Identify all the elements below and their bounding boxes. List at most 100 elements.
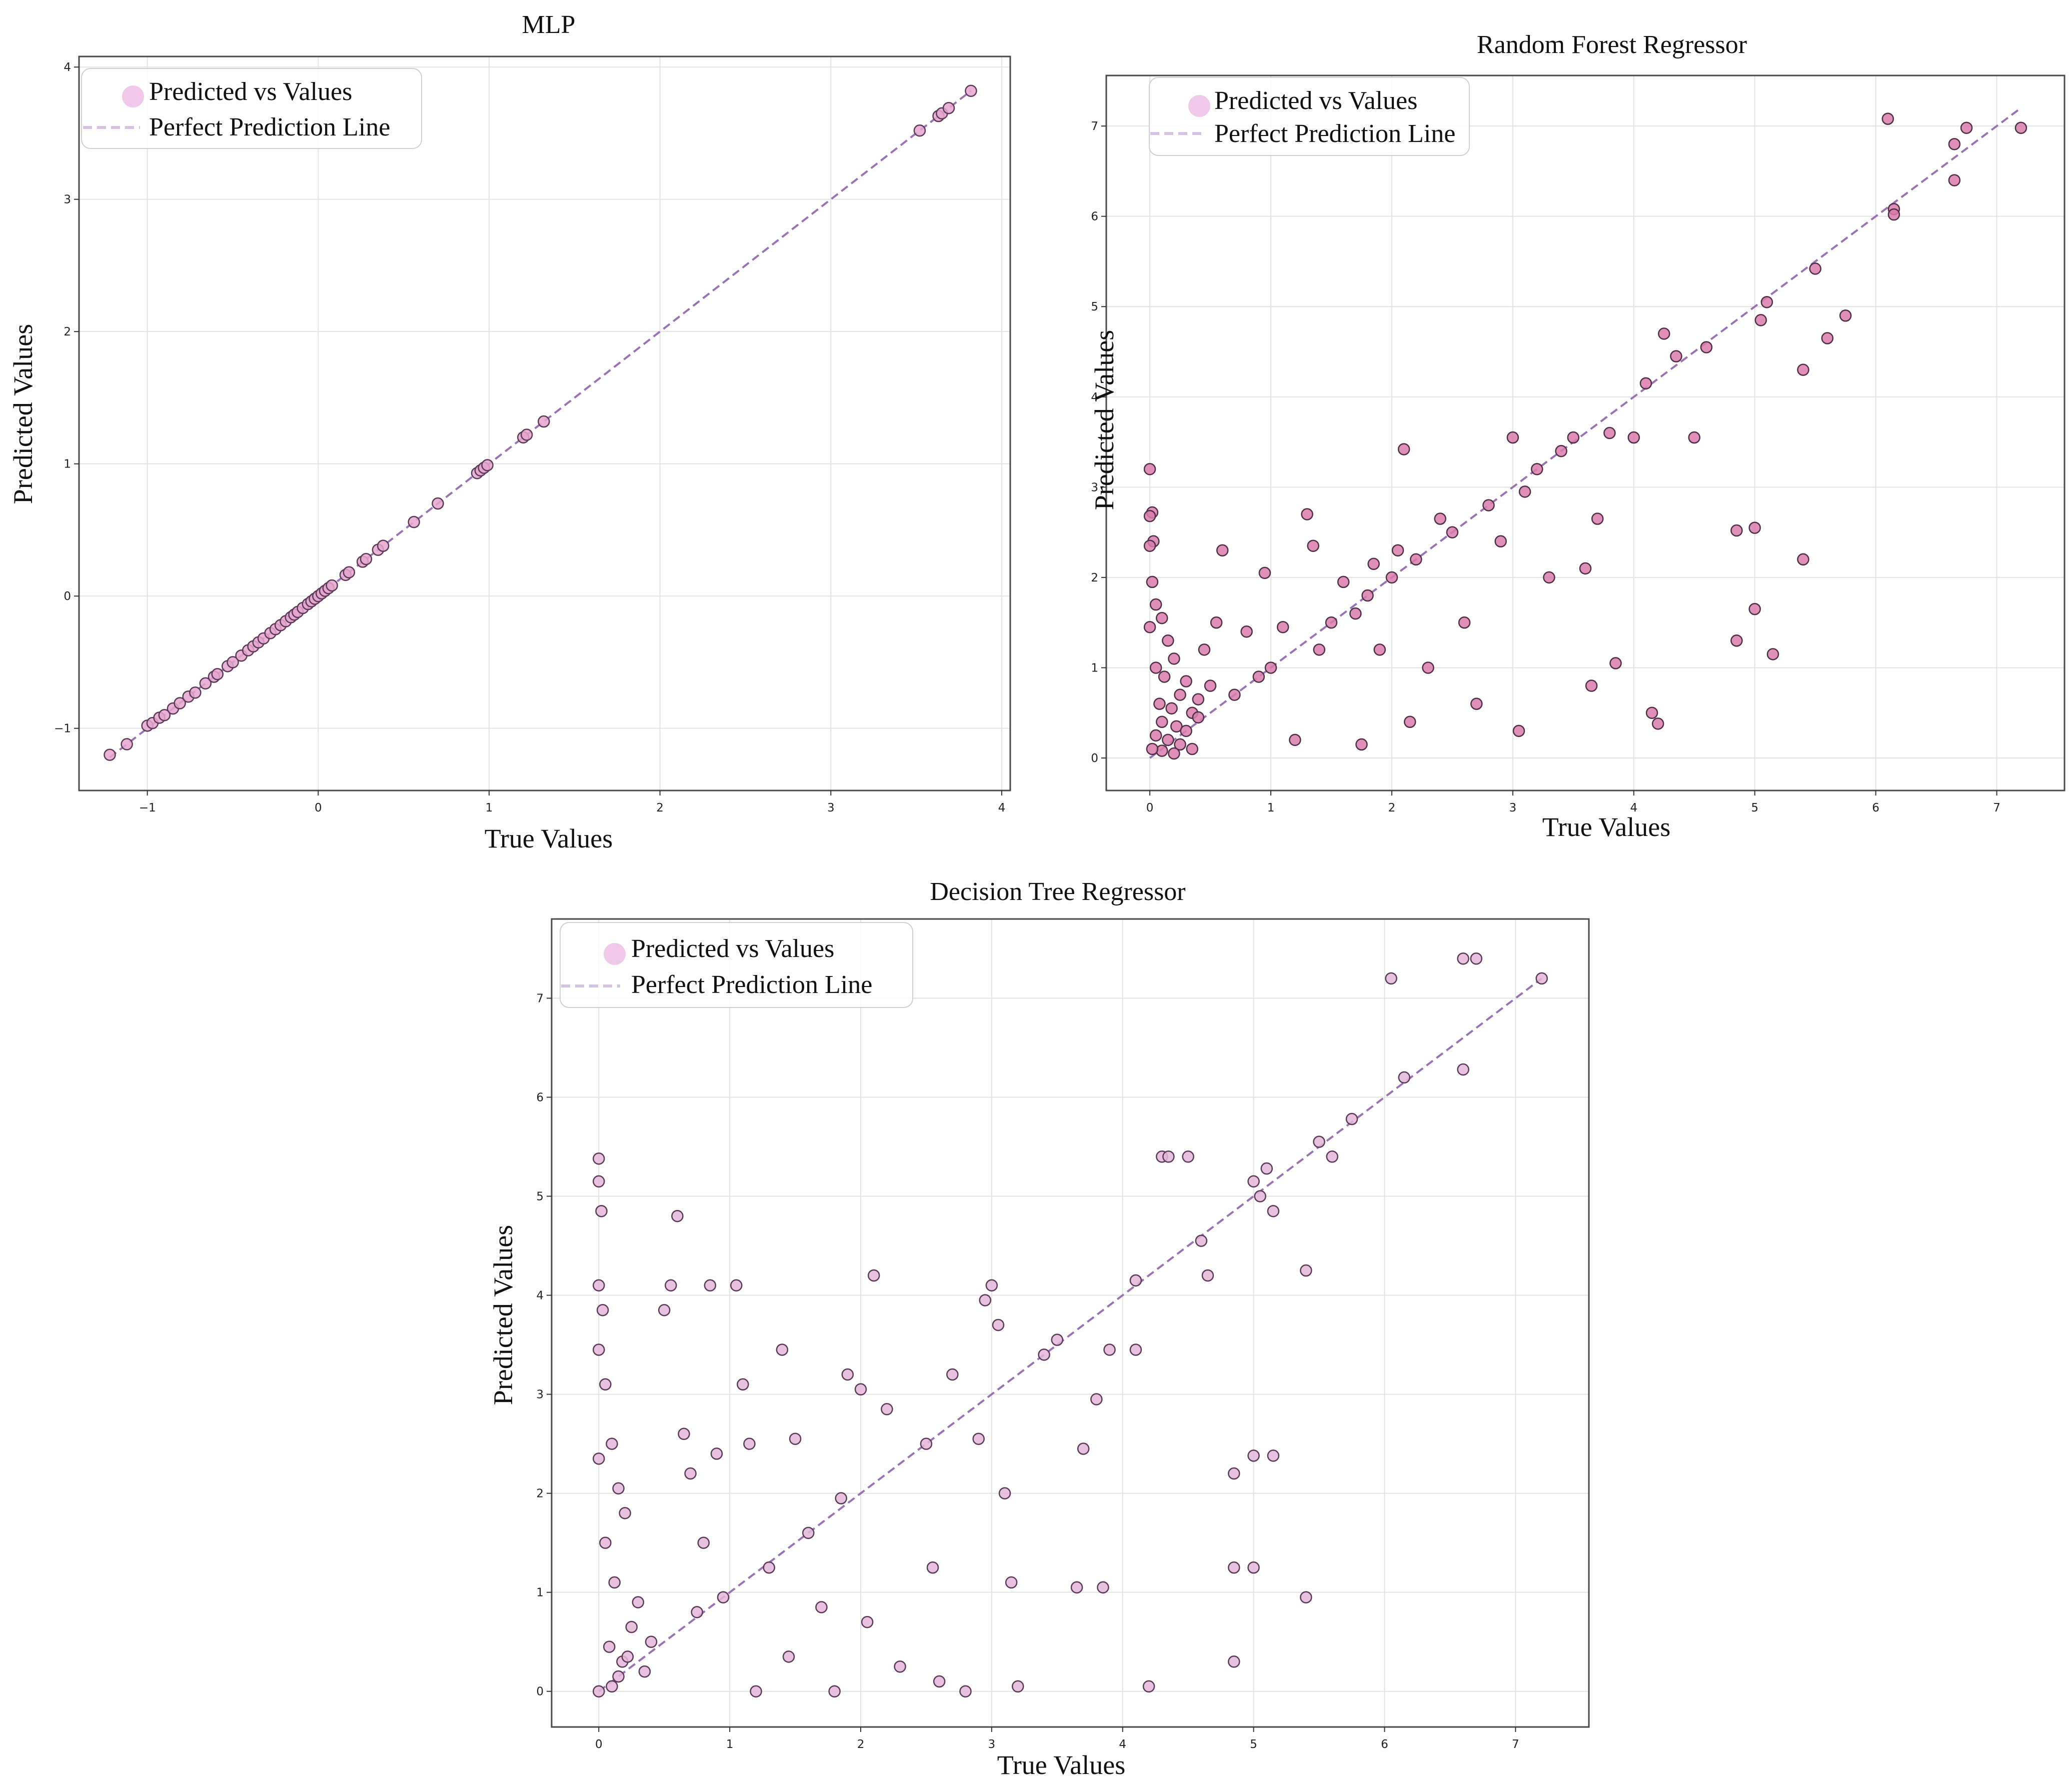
scatter-point — [619, 1506, 631, 1520]
y-tick-label: 2 — [1091, 572, 1098, 584]
scatter-point — [965, 84, 977, 98]
chart-title: Random Forest Regressor — [1477, 30, 1747, 59]
scatter-point — [1651, 718, 1664, 730]
legend-label-line: Perfect Prediction Line — [149, 113, 390, 142]
scatter-point — [377, 540, 390, 552]
scatter-point — [593, 1175, 605, 1188]
scatter-point — [1247, 1175, 1260, 1188]
scatter-point — [227, 656, 239, 668]
x-tick-label: −1 — [139, 802, 156, 814]
scatter-point — [1948, 138, 1961, 150]
x-tick-labels: −1 0 1 2 3 4 — [139, 790, 1006, 814]
scatter-point — [638, 1665, 651, 1678]
scatter-point — [1129, 1344, 1142, 1356]
scatter-point — [174, 697, 186, 710]
scatter-point — [1192, 711, 1205, 724]
x-tick-label: 5 — [1250, 1738, 1257, 1751]
scatter-point — [1821, 332, 1834, 344]
scatter-point — [678, 1428, 690, 1440]
scatter-point — [1446, 526, 1459, 538]
scatter-point — [920, 1438, 933, 1450]
scatter-point — [710, 1448, 723, 1460]
y-tick-label: 5 — [536, 1190, 544, 1204]
scatter-point — [1307, 540, 1319, 552]
scatter-point — [625, 1620, 638, 1634]
plot-frame — [78, 56, 1011, 792]
scatter-point — [1143, 510, 1156, 522]
scatter-point — [782, 1650, 795, 1663]
scatter-point — [1748, 602, 1761, 616]
scatter-point — [1385, 571, 1398, 584]
scatter-point — [1146, 742, 1159, 756]
x-tick-label: 0 — [1146, 802, 1154, 814]
scatter-point — [608, 1576, 621, 1589]
plot-frame — [1105, 74, 2065, 792]
scatter-point — [1470, 698, 1483, 710]
scatter-point — [1186, 742, 1199, 756]
x-tick-label: 3 — [1509, 802, 1517, 814]
scatter-point — [1506, 431, 1519, 444]
scatter-point — [1198, 644, 1211, 656]
scatter-point — [1535, 972, 1548, 985]
x-tick-label: 1 — [486, 802, 493, 814]
scatter-point — [432, 497, 444, 510]
scatter-point — [946, 1368, 959, 1381]
grid-lines — [79, 56, 1010, 790]
scatter-point — [104, 748, 116, 761]
scatter-point — [1180, 724, 1192, 738]
y-tick-label: 3 — [64, 194, 71, 206]
scatter-points — [593, 952, 1548, 1698]
scatter-point — [1766, 648, 1779, 660]
y-tick-label: 5 — [1091, 300, 1098, 314]
scatter-point — [1051, 1334, 1064, 1346]
scatter-point — [408, 516, 420, 528]
scatter-point — [933, 1675, 946, 1688]
scatter-point — [1579, 562, 1592, 575]
x-tick-labels: 0 1 2 3 4 5 6 7 — [1146, 790, 2000, 814]
scatter-point — [1494, 535, 1507, 548]
scatter-point — [691, 1606, 703, 1618]
legend-label-line: Perfect Prediction Line — [1214, 120, 1455, 148]
scatter-point — [998, 1487, 1011, 1500]
x-tick-label: 4 — [998, 802, 1006, 814]
scatter-point — [835, 1492, 847, 1504]
x-tick-label: 2 — [857, 1738, 865, 1751]
x-tick-label: 1 — [726, 1738, 734, 1751]
legend-marker-points — [1188, 95, 1210, 117]
x-tick-label: 2 — [656, 802, 664, 814]
scatter-point — [621, 1650, 634, 1663]
scatter-point — [1090, 1393, 1103, 1406]
y-tick-label: 3 — [536, 1388, 544, 1402]
x-tick-label: 3 — [988, 1738, 996, 1751]
scatter-point — [1300, 1591, 1312, 1604]
scatter-point — [1457, 1063, 1469, 1076]
scatter-point — [861, 1616, 874, 1628]
scatter-point — [1174, 688, 1186, 701]
panel-mlp: MLP −1 0 1 2 3 4 −1 0 1 2 3 4 True Values Predicte… — [8, 10, 1011, 854]
scatter-point — [1267, 1204, 1280, 1218]
scatter-point — [599, 1378, 612, 1391]
scatter-point — [671, 1210, 684, 1222]
scatter-point — [1195, 1234, 1208, 1247]
scatter-point — [1228, 688, 1241, 701]
scatter-point — [763, 1561, 775, 1574]
scatter-point — [520, 428, 533, 441]
scatter-point — [1839, 310, 1852, 322]
scatter-point — [1639, 377, 1652, 390]
scatter-point — [1361, 589, 1374, 602]
scatter-point — [1410, 553, 1422, 566]
scatter-point — [1325, 616, 1338, 629]
y-tick-label: 6 — [536, 1091, 544, 1104]
panel-random-forest: Random Forest Regressor 0 1 2 3 4 5 6 7 0 1 2 3 4 5 6… — [1089, 30, 2065, 842]
scatter-point — [326, 579, 338, 592]
scatter-point — [1403, 716, 1416, 728]
scatter-point — [665, 1279, 677, 1292]
x-axis-label: True Values — [485, 824, 613, 854]
scatter-point — [158, 708, 171, 722]
scatter-point — [1748, 522, 1761, 534]
legend: Predicted vs Values Perfect Prediction L… — [1149, 77, 1470, 156]
scatter-point — [1512, 724, 1525, 738]
scatter-point — [1349, 607, 1362, 620]
y-tick-label: 4 — [64, 61, 71, 74]
y-tick-label: 1 — [1091, 662, 1098, 674]
